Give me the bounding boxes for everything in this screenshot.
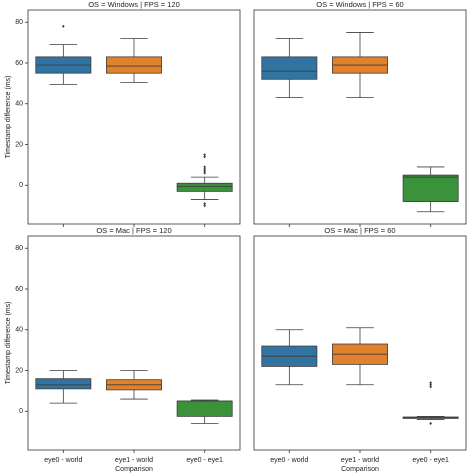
y-tick-label: 60 xyxy=(15,60,23,67)
flier xyxy=(203,155,206,159)
flier xyxy=(203,171,206,175)
flier xyxy=(203,204,206,208)
flier xyxy=(429,381,432,385)
flier xyxy=(203,153,206,157)
y-tick-label: 80 xyxy=(15,245,23,252)
box xyxy=(176,182,233,192)
flier xyxy=(203,165,206,169)
box xyxy=(106,56,162,74)
x-tick-label: eye0 - world xyxy=(270,457,308,464)
y-tick-label: 60 xyxy=(15,286,23,293)
flier xyxy=(62,24,65,28)
flier xyxy=(429,385,432,389)
y-tick-label: 80 xyxy=(15,19,23,26)
y-axis-label: Timestamp difference (ms) xyxy=(5,302,12,385)
x-tick-label: eye0 - eye1 xyxy=(412,457,449,464)
subplot-title: OS = Mac | FPS = 60 xyxy=(324,226,395,235)
box xyxy=(176,400,233,417)
subplot-title: OS = Mac | FPS = 120 xyxy=(96,226,171,235)
flier xyxy=(203,167,206,171)
box xyxy=(261,56,318,80)
x-axis-label: Comparison xyxy=(341,466,379,473)
y-tick-label: 20 xyxy=(15,367,23,374)
flier xyxy=(203,169,206,173)
plot-frame xyxy=(27,235,241,451)
flier xyxy=(203,202,206,206)
flier xyxy=(429,421,432,426)
x-tick-label: eye0 - world xyxy=(44,457,82,464)
x-tick-label: eye0 - eye1 xyxy=(186,457,223,464)
x-tick-label: eye1 - world xyxy=(341,457,379,464)
subplot-title: OS = Windows | FPS = 60 xyxy=(316,0,403,9)
box xyxy=(35,378,92,390)
y-tick-label: 0 xyxy=(19,182,23,189)
y-tick-label: 20 xyxy=(15,141,23,148)
flier xyxy=(429,383,432,387)
x-tick-label: eye1 - world xyxy=(115,457,153,464)
y-tick-label: 40 xyxy=(15,327,23,334)
x-axis-label: Comparison xyxy=(115,466,153,473)
box xyxy=(402,174,459,202)
y-tick-label: 0 xyxy=(19,408,23,415)
y-tick-label: 40 xyxy=(15,101,23,108)
subplot-title: OS = Windows | FPS = 120 xyxy=(88,0,180,9)
y-axis-label: Timestamp difference (ms) xyxy=(5,76,12,159)
